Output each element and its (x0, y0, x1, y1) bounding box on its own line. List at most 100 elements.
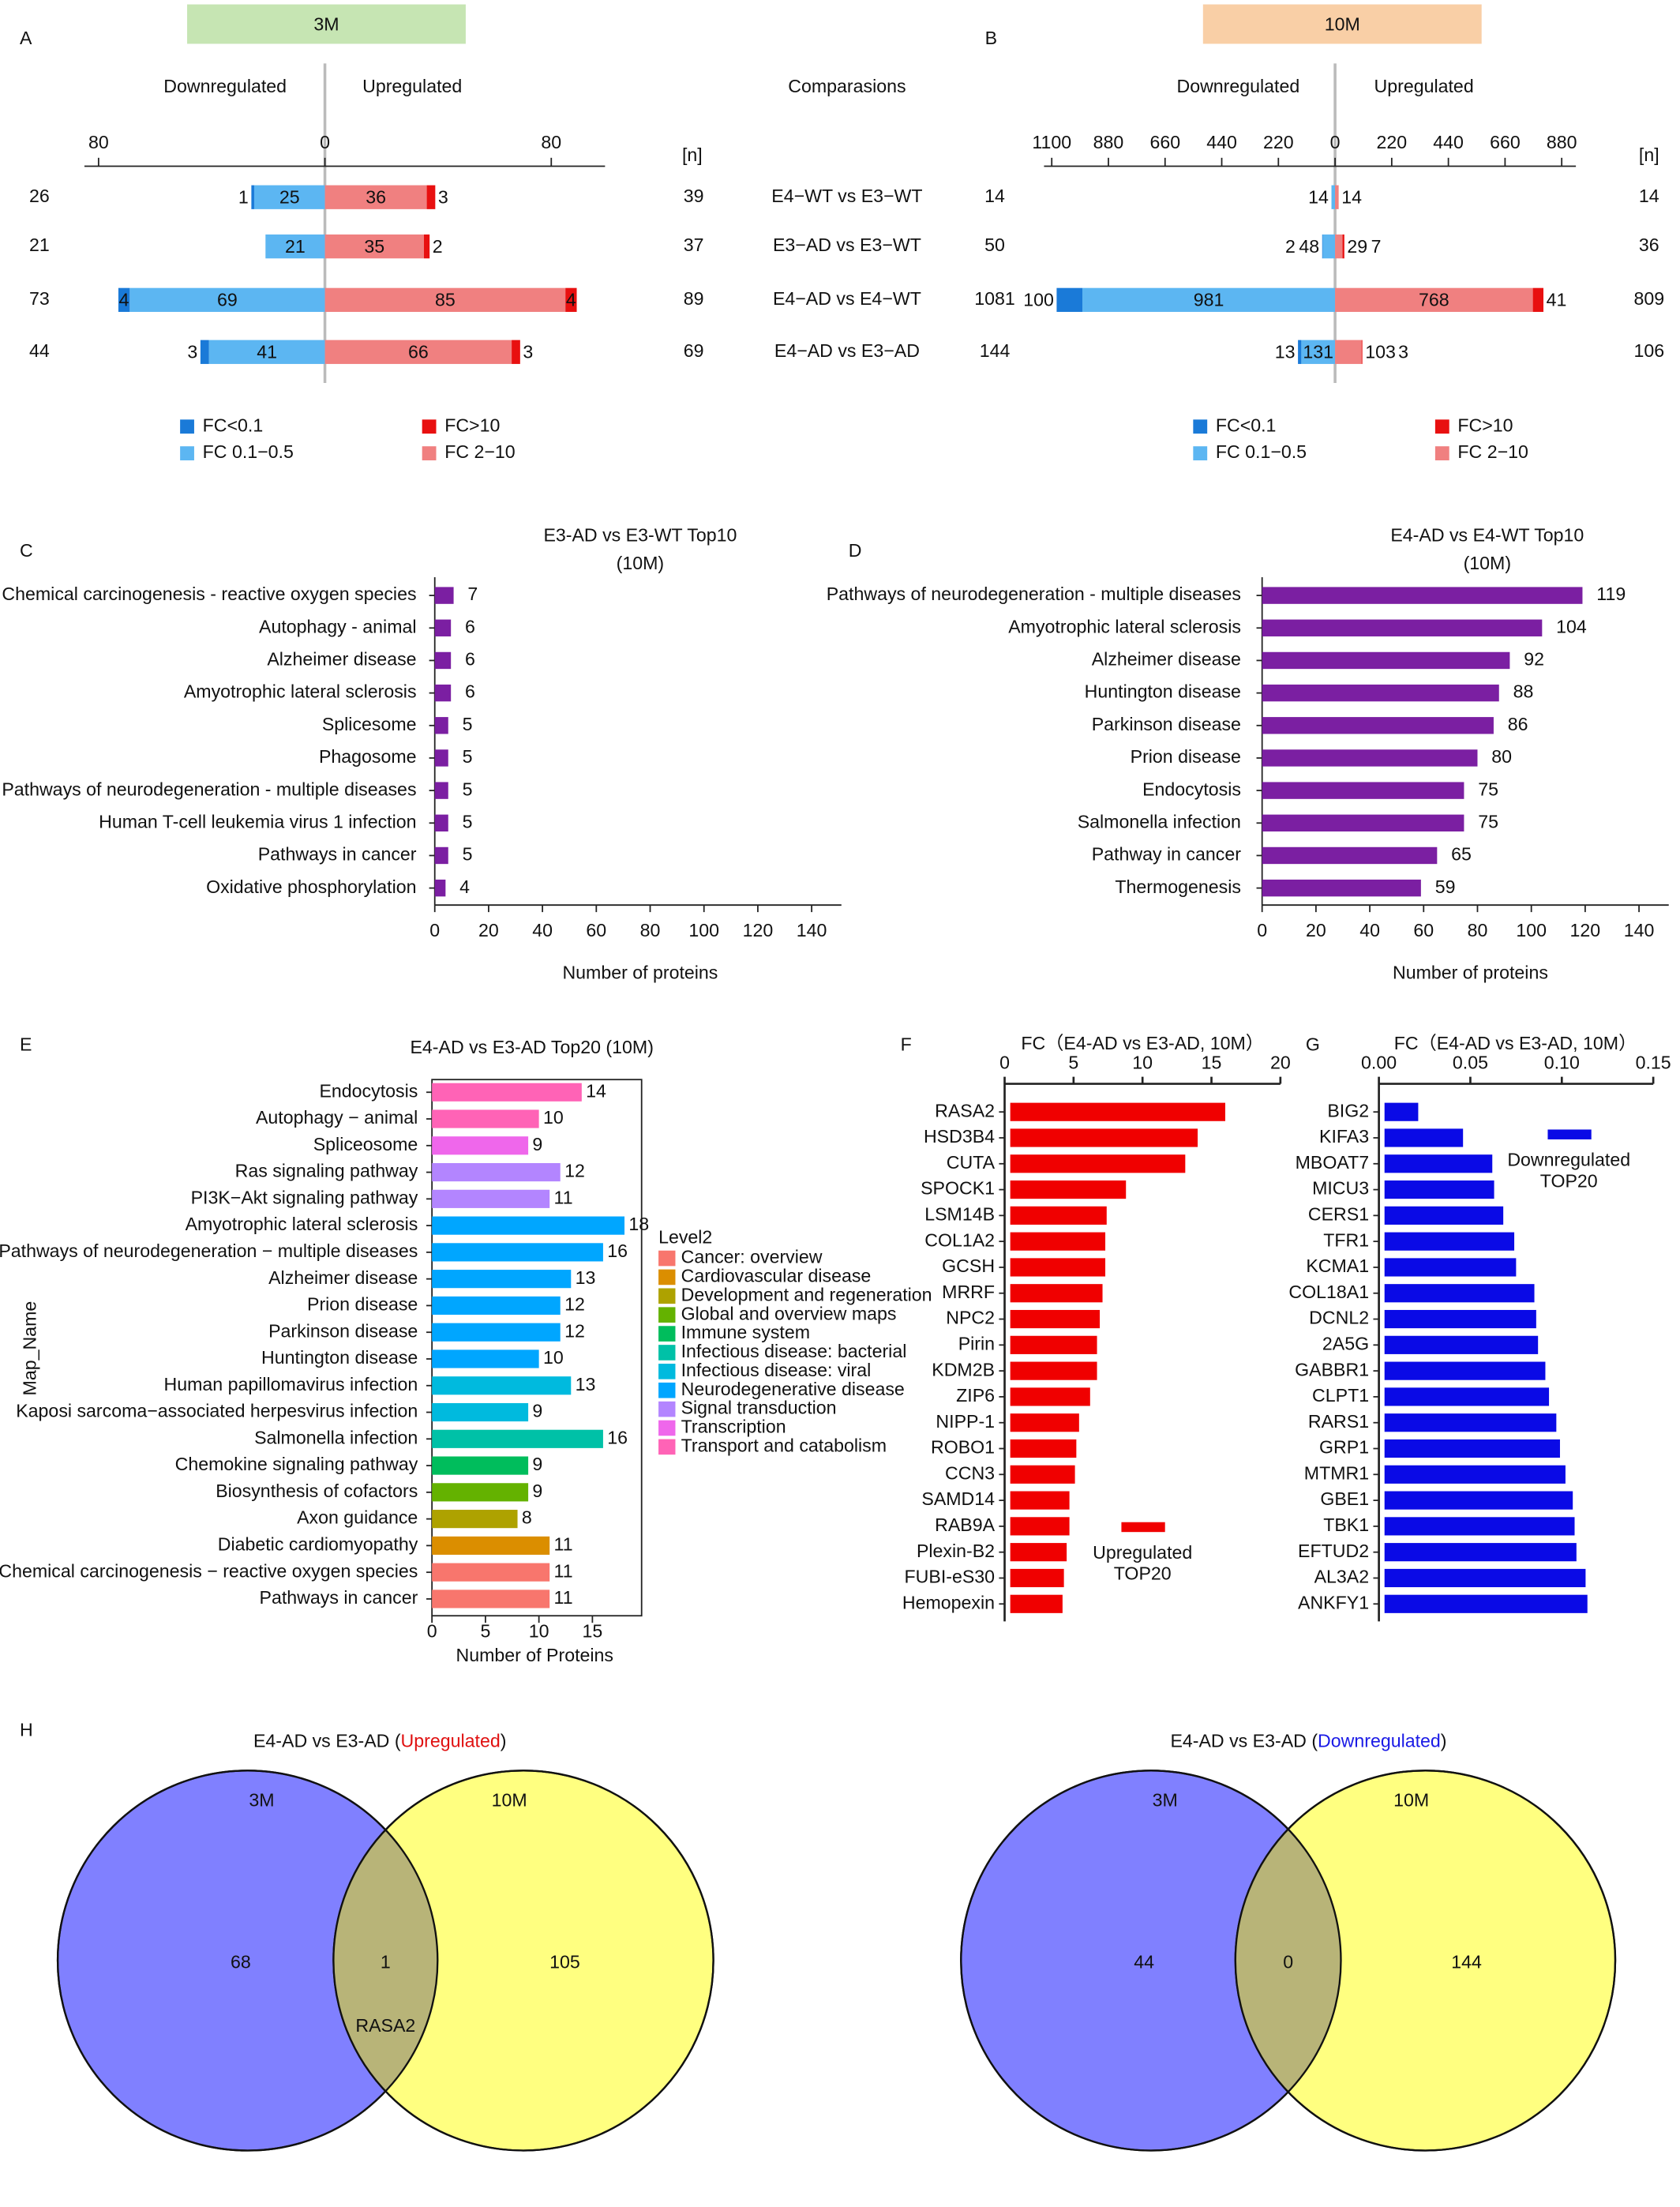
segment-label: 36 (366, 187, 386, 208)
legend-swatch (658, 1420, 676, 1436)
category-label: Spliceosome (313, 1134, 418, 1154)
category-label: Huntington disease (1085, 681, 1241, 702)
legend-label: Infectious disease: viral (681, 1360, 872, 1380)
bar (432, 1483, 529, 1502)
legend-swatch (658, 1269, 676, 1286)
segment-label: 7 (1371, 236, 1382, 257)
panel-label: A (20, 28, 32, 48)
x-axis-label: Number of proteins (562, 963, 718, 983)
category-label: RASA2 (935, 1100, 995, 1120)
category-label: Hemopexin (902, 1592, 995, 1612)
category-label: Parkinson disease (1092, 714, 1241, 734)
title-part: ) (501, 1731, 507, 1751)
category-label: Oxidative phosphorylation (206, 876, 416, 897)
bar (1010, 1284, 1103, 1303)
title-part: Upregulated (401, 1731, 501, 1751)
value-label: 75 (1478, 779, 1498, 799)
legend-swatch (180, 446, 194, 461)
bar-segment (265, 234, 325, 259)
category-label: E3−AD vs E3−WT (773, 235, 921, 255)
category-label: Chemical carcinogenesis - reactive oxyge… (2, 584, 416, 604)
x-tick-label: 100 (1516, 920, 1547, 940)
x-tick-label: 0 (999, 1053, 1010, 1073)
category-label: MBOAT7 (1296, 1152, 1370, 1173)
bar-segment (1298, 340, 1302, 364)
category-label: NIPP-1 (936, 1411, 995, 1432)
bar (1010, 1180, 1127, 1199)
category-label: Human T-cell leukemia virus 1 infection (99, 811, 416, 831)
category-label: PI3K−Akt signaling pathway (191, 1187, 418, 1207)
value-label: 16 (607, 1427, 628, 1447)
value-label: 10 (543, 1107, 564, 1128)
category-label: Amyotrophic lateral sclerosis (1008, 616, 1241, 636)
x-tick-label: 15 (582, 1621, 602, 1642)
bar (1384, 1335, 1539, 1354)
bar (1010, 1335, 1097, 1354)
category-label: Axon guidance (297, 1507, 418, 1528)
bar (432, 1136, 529, 1155)
category-label: Thermogenesis (1115, 876, 1241, 897)
value-label: 11 (554, 1587, 573, 1608)
value-label: 11 (554, 1560, 573, 1581)
bar (1010, 1439, 1077, 1458)
legend-label: FC 2−10 (444, 441, 515, 462)
x-tick-label: 0 (1257, 920, 1267, 940)
bar-segment (1335, 234, 1343, 259)
value-label: 6 (465, 681, 475, 702)
category-label: Plexin-B2 (917, 1541, 995, 1561)
value-label: 4 (459, 876, 470, 897)
legend-label: Transcription (681, 1417, 786, 1437)
bar (1262, 879, 1421, 897)
segment-label: 768 (1419, 290, 1449, 310)
bar (434, 782, 448, 799)
bar (1010, 1387, 1090, 1406)
category-label: DCNL2 (1309, 1308, 1369, 1328)
x-axis-label: Number of proteins (1393, 963, 1548, 983)
right-total: 39 (684, 186, 704, 206)
segment-label: 2 (433, 236, 443, 257)
segment-label: 4 (119, 290, 129, 310)
x-tick-label: 0.10 (1544, 1053, 1580, 1073)
bar (1384, 1309, 1536, 1329)
bar (1262, 619, 1543, 636)
left-label: Downregulated (163, 76, 287, 96)
value-label: 104 (1556, 616, 1587, 636)
right-total: 89 (684, 288, 704, 309)
bar (1010, 1491, 1070, 1510)
set-label: 3M (249, 1790, 274, 1811)
legend-swatch (658, 1364, 676, 1379)
bar (1010, 1154, 1186, 1173)
right-total: 69 (684, 340, 704, 361)
set-label: 3M (1153, 1790, 1178, 1811)
category-label: TBK1 (1323, 1514, 1369, 1535)
category-label: CERS1 (1308, 1203, 1369, 1224)
bar (1384, 1517, 1575, 1536)
category-label: Ras signaling pathway (235, 1161, 418, 1181)
category-label: Pathways of neurodegeneration - multiple… (2, 779, 416, 799)
segment-label: 100 (1023, 290, 1054, 310)
category-label: Alzheimer disease (268, 1267, 418, 1288)
legend-swatch (658, 1382, 676, 1398)
bar (1262, 587, 1583, 604)
x-tick-label: 0 (1330, 132, 1341, 152)
x-tick-label: 60 (1413, 920, 1434, 940)
category-label: GRP1 (1319, 1437, 1369, 1458)
legend-label: Upregulated (1093, 1542, 1192, 1563)
bar (1384, 1361, 1546, 1380)
bar (1010, 1309, 1101, 1329)
segment-label: 981 (1194, 290, 1224, 310)
category-label: CCN3 (945, 1462, 995, 1483)
category-label: TFR1 (1323, 1229, 1369, 1250)
bar (1010, 1413, 1079, 1432)
legend-label: Global and overview maps (681, 1303, 897, 1323)
chart-title: E3-AD vs E3-WT Top10 (543, 524, 737, 545)
x-tick-label: 0 (429, 920, 440, 940)
value-label: 5 (463, 811, 473, 831)
bar (1384, 1491, 1573, 1510)
x-tick-label: 10 (529, 1621, 549, 1642)
chart-title: E4-AD vs E3-AD (Upregulated) (253, 1731, 506, 1751)
category-label: Autophagy - animal (259, 616, 417, 636)
right-total: 37 (684, 235, 704, 255)
region-count: 0 (1283, 1952, 1293, 1972)
